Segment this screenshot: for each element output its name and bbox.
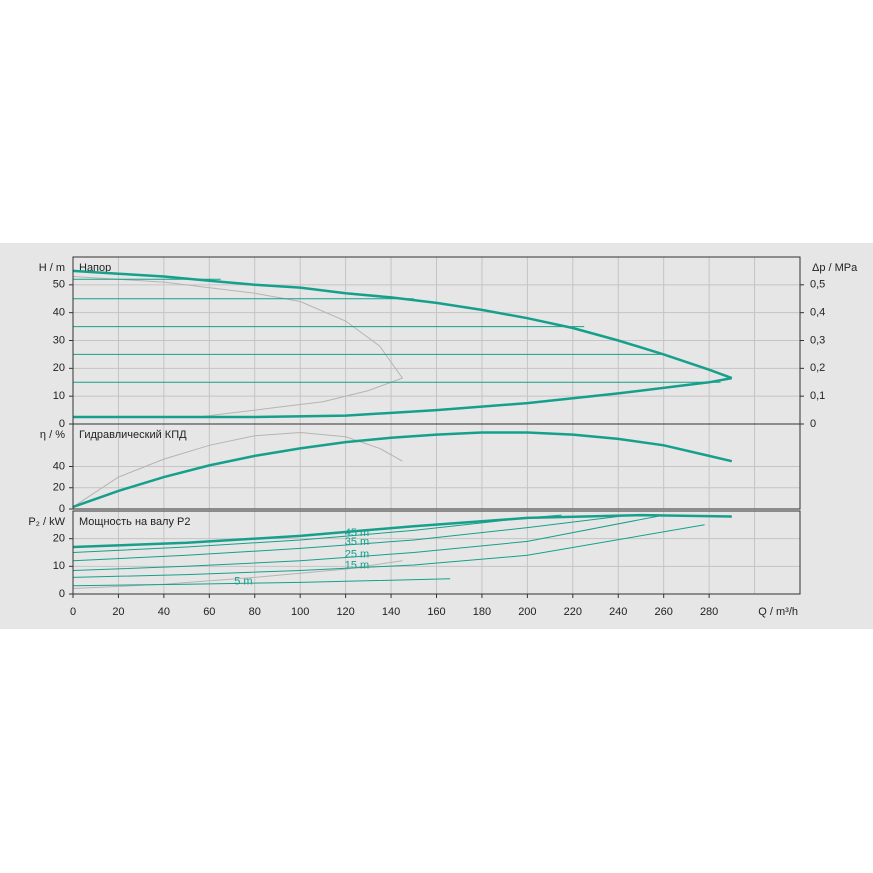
curve (72, 524, 705, 578)
y-tick-label: 10 (53, 390, 65, 402)
curve-label: 35 m (345, 536, 369, 548)
curve (72, 431, 733, 509)
curve (72, 276, 404, 418)
x-tick-label: 100 (291, 606, 309, 618)
y-tick-label: 0 (59, 418, 65, 430)
x-tick-label: 200 (518, 606, 536, 618)
curve (72, 431, 403, 508)
y-tick-label: 40 (53, 460, 65, 472)
x-tick-label: 40 (158, 606, 170, 618)
curve (72, 269, 733, 380)
x-tick-label: 120 (336, 606, 354, 618)
panel-title: Мощность на валу P2 (79, 516, 191, 528)
y2-axis-label: Δp / MPa (812, 262, 858, 274)
x-tick-label: 160 (427, 606, 445, 618)
x-tick-label: 80 (249, 606, 261, 618)
x-tick-label: 0 (70, 606, 76, 618)
x-tick-label: 260 (655, 606, 673, 618)
plot-frame (72, 423, 801, 510)
y-tick-label: 20 (53, 482, 65, 494)
y2-tick-label: 0,2 (810, 362, 825, 374)
y2-tick-label: 0 (810, 418, 816, 430)
x-tick-label: 20 (112, 606, 124, 618)
curve (72, 578, 451, 587)
curve (72, 513, 732, 549)
y2-tick-label: 0,1 (810, 390, 825, 402)
curve (72, 514, 630, 562)
curve (72, 560, 403, 589)
y-tick-label: 20 (53, 362, 65, 374)
y2-tick-label: 0,5 (810, 279, 825, 291)
y-tick-label: 20 (53, 533, 65, 545)
curve-label: 5 m (234, 575, 252, 587)
x-tick-label: 60 (203, 606, 215, 618)
y-axis-label: η / % (40, 429, 65, 441)
y2-tick-label: 0,4 (810, 307, 825, 319)
curve-label: 15 m (345, 560, 369, 572)
y-tick-label: 0 (59, 503, 65, 515)
x-tick-label: 220 (564, 606, 582, 618)
y-tick-label: 0 (59, 588, 65, 600)
x-tick-label: 180 (473, 606, 491, 618)
y-axis-label: P₂ / kW (28, 516, 65, 528)
y-axis-label: H / m (39, 262, 65, 274)
curve-label: 25 m (345, 549, 369, 561)
curve (73, 376, 733, 419)
y2-tick-label: 0,3 (810, 334, 825, 346)
y-tick-label: 30 (53, 334, 65, 346)
curve (72, 514, 664, 571)
y-tick-label: 50 (53, 279, 65, 291)
panel-title: Гидравлический КПД (79, 429, 187, 441)
x-tick-label: 280 (700, 606, 718, 618)
x-tick-label: 140 (382, 606, 400, 618)
y-tick-label: 10 (53, 560, 65, 572)
x-axis-label: Q / m³/h (758, 606, 798, 618)
x-tick-label: 240 (609, 606, 627, 618)
plot-frame (72, 510, 801, 595)
y-tick-label: 40 (53, 307, 65, 319)
